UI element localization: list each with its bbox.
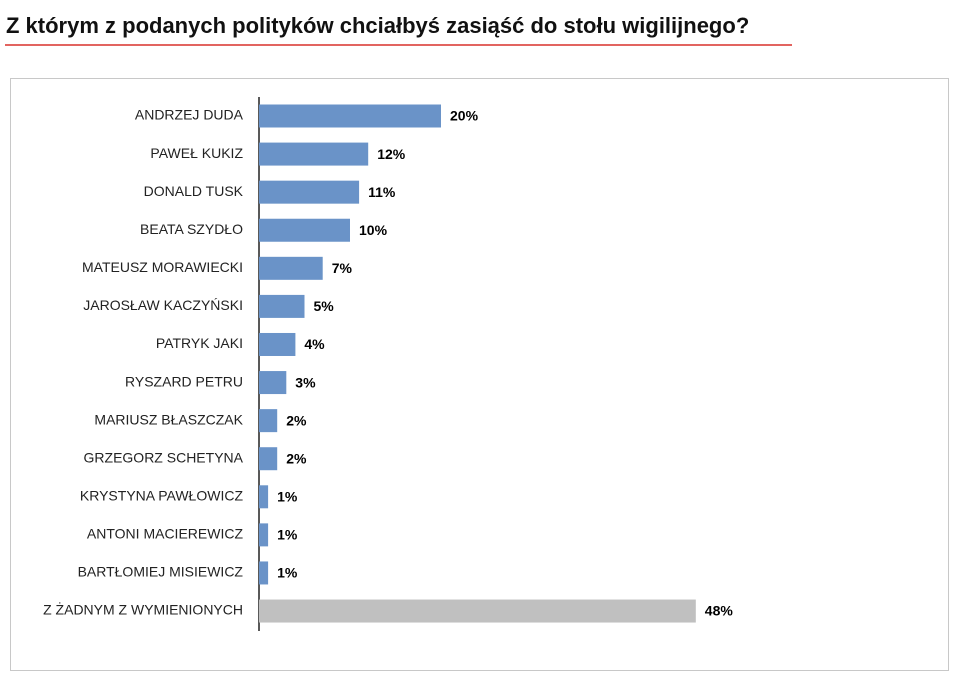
bar [259, 332, 296, 356]
category-label: GRZEGORZ SCHETYNA [84, 449, 244, 465]
bar [259, 599, 696, 623]
value-label: 7% [332, 260, 353, 276]
value-label: 10% [359, 222, 388, 238]
value-label: 12% [377, 146, 406, 162]
category-label: JAROSŁAW KACZYŃSKI [83, 297, 243, 313]
chart-title: Z którym z podanych polityków chciałbyś … [6, 13, 749, 38]
bar [259, 561, 269, 585]
category-label: ANTONI MACIEREWICZ [87, 526, 244, 542]
bar [259, 142, 369, 166]
value-label: 1% [277, 565, 298, 581]
value-label: 5% [314, 298, 335, 314]
value-label: 3% [295, 374, 316, 390]
category-label: RYSZARD PETRU [125, 373, 243, 389]
bar [259, 447, 278, 471]
bar [259, 256, 323, 280]
bar [259, 523, 269, 547]
category-label: ANDRZEJ DUDA [135, 107, 244, 123]
bar [259, 409, 278, 433]
category-label: MARIUSZ BŁASZCZAK [94, 411, 243, 427]
category-label: PATRYK JAKI [156, 335, 243, 351]
value-label: 2% [286, 450, 307, 466]
bar [259, 180, 360, 204]
value-label: 1% [277, 527, 298, 543]
bar [259, 485, 269, 509]
plot-frame [10, 78, 949, 671]
category-label: MATEUSZ MORAWIECKI [82, 259, 243, 275]
category-label: BEATA SZYDŁO [140, 221, 243, 237]
value-label: 2% [286, 412, 307, 428]
category-label: PAWEŁ KUKIZ [150, 145, 243, 161]
value-label: 1% [277, 489, 298, 505]
category-label: DONALD TUSK [144, 183, 244, 199]
bar [259, 218, 350, 242]
category-label: BARTŁOMIEJ MISIEWICZ [78, 564, 244, 580]
bar [259, 104, 441, 128]
value-label: 11% [368, 184, 396, 200]
bar [259, 371, 287, 395]
category-label: KRYSTYNA PAWŁOWICZ [80, 488, 244, 504]
value-label: 20% [450, 108, 479, 124]
value-label: 4% [304, 336, 325, 352]
value-label: 48% [705, 603, 734, 619]
category-label: Z ŻADNYM Z WYMIENIONYCH [43, 601, 243, 618]
bar [259, 294, 305, 318]
